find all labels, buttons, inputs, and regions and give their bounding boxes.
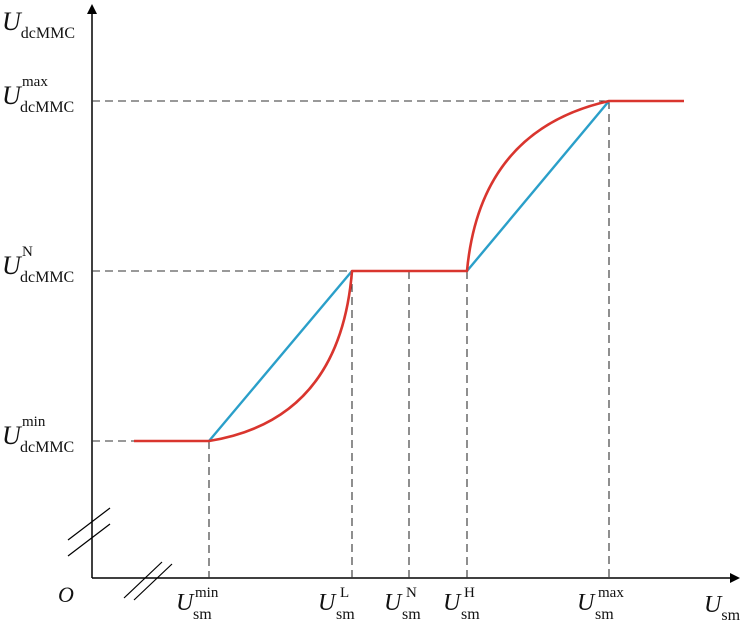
x-tick-min: U min sm: [176, 585, 219, 622]
blue-segment-lower: [208, 270, 353, 442]
svg-text:U: U: [318, 590, 337, 616]
svg-text:U: U: [443, 590, 462, 616]
guide-lines: [92, 100, 610, 578]
svg-text:dcMMC: dcMMC: [20, 99, 74, 116]
x-tick-h: U H sm: [443, 585, 480, 622]
y-tick-n: U N dcMMC: [2, 244, 74, 286]
svg-text:sm: sm: [461, 606, 480, 622]
svg-text:dcMMC: dcMMC: [20, 439, 74, 456]
svg-text:min: min: [195, 585, 219, 601]
svg-text:U: U: [2, 81, 23, 110]
svg-text:min: min: [22, 414, 46, 430]
svg-text:sm: sm: [402, 606, 421, 622]
x-tick-max: U max sm: [577, 585, 624, 622]
svg-text:N: N: [22, 244, 33, 260]
svg-text:sm: sm: [595, 606, 614, 622]
red-curve-characteristic: [134, 99, 684, 443]
svg-text:max: max: [22, 74, 48, 90]
svg-text:dcMMC: dcMMC: [20, 269, 74, 286]
svg-text:U: U: [577, 590, 596, 616]
x-axis-label: Usm: [704, 592, 741, 622]
y-tick-max: U max dcMMC: [2, 74, 74, 116]
svg-text:L: L: [340, 585, 349, 601]
svg-text:sm: sm: [336, 606, 355, 622]
svg-text:U: U: [2, 251, 23, 280]
svg-text:sm: sm: [193, 606, 212, 622]
svg-text:N: N: [406, 585, 417, 601]
svg-text:H: H: [464, 585, 475, 601]
y-axis-label: UdcMMC: [2, 7, 75, 42]
blue-linear-characteristic: [208, 100, 610, 442]
x-tick-l: U L sm: [318, 585, 355, 622]
svg-text:U: U: [2, 421, 23, 450]
x-tick-n: U N sm: [384, 585, 421, 622]
svg-text:max: max: [598, 585, 624, 601]
y-tick-min: U min dcMMC: [2, 414, 74, 456]
y-axis-break-mark: [67, 507, 111, 557]
blue-segment-upper: [466, 100, 610, 272]
x-axis-break-mark: [123, 561, 173, 601]
svg-text:U: U: [176, 590, 195, 616]
origin-label: O: [58, 582, 74, 607]
svg-text:U: U: [384, 590, 403, 616]
